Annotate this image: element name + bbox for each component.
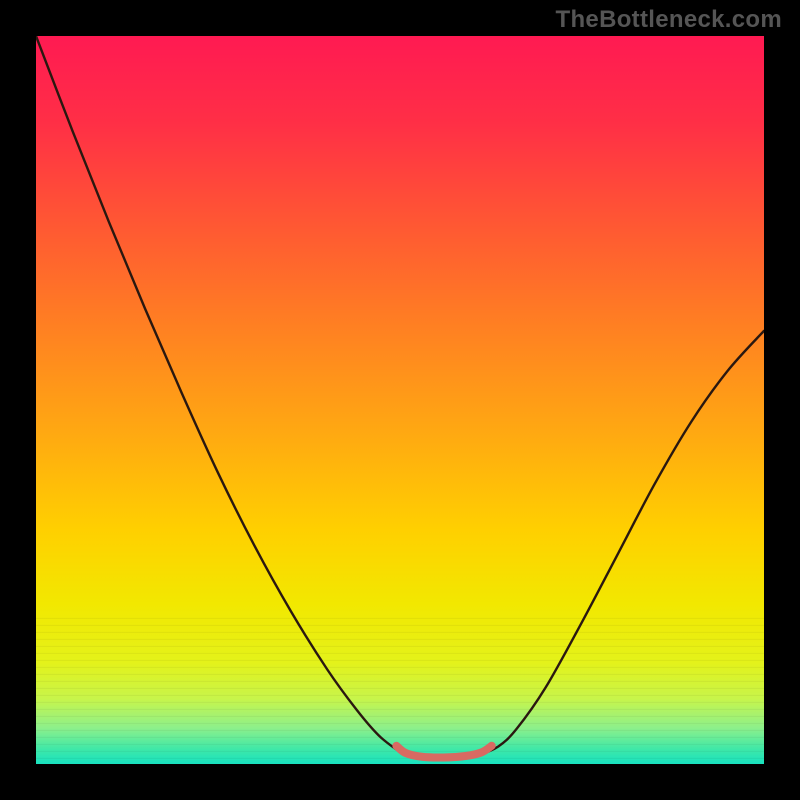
main-curve [36,36,764,757]
chart-container: TheBottleneck.com [0,0,800,800]
plot-overlay [36,36,764,764]
watermark-text: TheBottleneck.com [556,6,782,34]
plot-area [36,36,764,764]
